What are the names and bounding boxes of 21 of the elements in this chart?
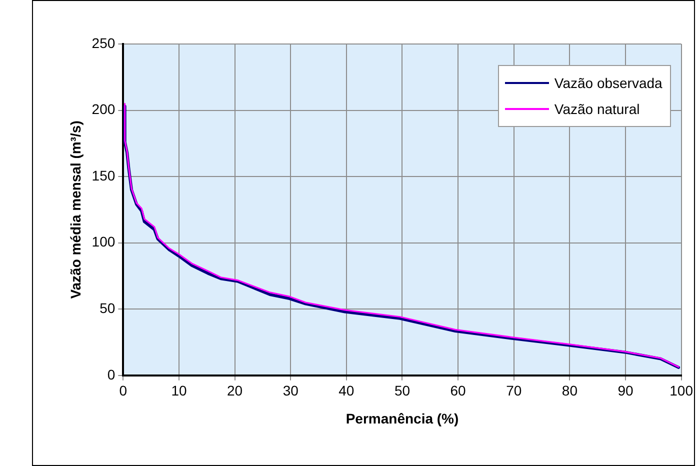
legend-label: Vazão natural [554, 100, 640, 119]
x-axis-title: Permanência (%) [346, 410, 459, 426]
y-tick-label: 50 [100, 300, 116, 316]
legend-label: Vazão observada [554, 74, 662, 93]
x-tick-label: 50 [394, 382, 410, 399]
y-axis-title: Vazão média mensal (m³/s) [67, 120, 84, 299]
y-tick-label: 250 [92, 34, 116, 51]
y-tick-label: 0 [107, 366, 116, 382]
x-tick-label: 100 [670, 382, 694, 399]
y-tick-label: 200 [92, 101, 116, 118]
x-tick-label: 90 [618, 382, 634, 399]
x-tick-label: 0 [119, 382, 128, 399]
x-tick-label: 30 [282, 382, 299, 399]
x-tick-label: 10 [171, 382, 187, 399]
y-tick-label: 100 [92, 234, 116, 250]
x-tick-label: 80 [562, 382, 578, 399]
x-tick-label: 60 [450, 382, 466, 399]
x-tick-label: 20 [227, 382, 243, 399]
x-tick-label: 70 [506, 382, 522, 399]
x-tick-label: 40 [338, 382, 354, 399]
y-tick-label: 150 [92, 167, 116, 184]
